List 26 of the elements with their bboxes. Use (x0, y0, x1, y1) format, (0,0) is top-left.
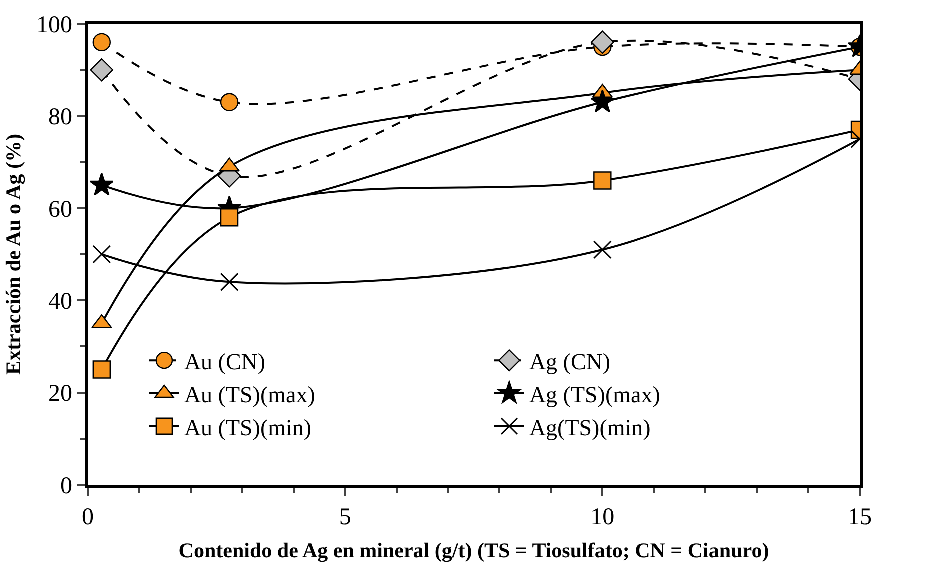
y-tick-label: 0 (60, 473, 72, 500)
point (220, 93, 239, 112)
legend-label: Ag (CN) (529, 350, 611, 375)
x-tick-label: 10 (590, 504, 615, 531)
point (92, 360, 111, 379)
legend-label: Ag(TS)(min) (529, 415, 651, 440)
point (90, 58, 114, 82)
y-axis-title: Extracción de Au o Ag (%) (2, 134, 26, 375)
point (92, 33, 111, 52)
x-tick-label: 5 (339, 504, 352, 531)
legend-label: Ag (TS)(max) (529, 382, 660, 408)
x-tick-label: 0 (82, 504, 94, 531)
y-tick-label: 40 (48, 289, 72, 315)
point (220, 272, 239, 292)
y-tick-label: 20 (48, 381, 72, 408)
point (220, 208, 239, 227)
x-axis-title: Contenido de Ag en mineral (g/t) (TS = Tiosulfato; CN = Cianuro) (178, 538, 770, 563)
point (90, 172, 114, 196)
point (92, 245, 112, 264)
x-tick-label: 15 (848, 504, 872, 531)
legend-label: Au (TS)(max) (184, 382, 316, 408)
y-tick-label: 60 (48, 196, 72, 223)
legend-label: Au (CN) (184, 350, 266, 375)
y-tick-label: 80 (48, 104, 72, 131)
legend-label: Au (TS)(min) (184, 415, 312, 440)
y-tick-label: 100 (36, 12, 72, 38)
